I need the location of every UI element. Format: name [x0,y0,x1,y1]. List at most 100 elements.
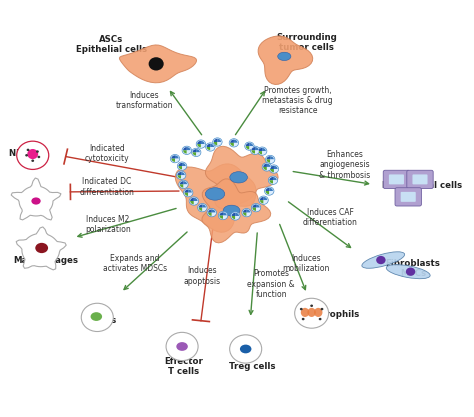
Circle shape [250,146,260,154]
Wedge shape [181,172,185,175]
Wedge shape [219,216,223,219]
Wedge shape [194,198,198,201]
Circle shape [300,308,303,310]
Wedge shape [269,191,273,194]
Wedge shape [249,143,253,146]
Wedge shape [269,188,273,191]
Polygon shape [205,146,278,208]
Wedge shape [266,156,270,159]
Text: MDSCs: MDSCs [83,316,116,325]
Wedge shape [260,200,264,203]
Text: Indicated DC
differentiation: Indicated DC differentiation [79,177,134,196]
Wedge shape [255,150,259,153]
Polygon shape [11,178,61,220]
Circle shape [170,154,180,163]
Wedge shape [199,204,202,208]
Wedge shape [223,216,227,219]
Wedge shape [188,193,192,196]
Circle shape [37,156,40,158]
FancyBboxPatch shape [395,188,421,206]
Text: Induces CAF
differentiation: Induces CAF differentiation [303,208,358,227]
Wedge shape [184,193,188,196]
Text: Fibroblasts
MSCs: Fibroblasts MSCs [385,259,440,279]
Wedge shape [263,167,267,170]
Wedge shape [183,184,187,188]
Wedge shape [251,147,255,150]
Circle shape [320,308,323,310]
Wedge shape [187,147,191,150]
Ellipse shape [27,149,38,159]
Wedge shape [202,204,206,208]
Text: Endothelial cells: Endothelial cells [383,181,463,190]
FancyBboxPatch shape [407,170,433,188]
Wedge shape [190,198,194,201]
Circle shape [207,208,217,217]
Text: Macrophages: Macrophages [13,256,78,265]
Wedge shape [184,189,188,193]
Wedge shape [269,177,273,180]
Wedge shape [183,147,187,150]
Circle shape [242,208,251,217]
Wedge shape [266,159,270,163]
Ellipse shape [314,308,322,317]
Ellipse shape [308,308,316,317]
Wedge shape [197,141,201,144]
Wedge shape [201,144,205,147]
Wedge shape [249,146,253,149]
Wedge shape [274,166,278,169]
Wedge shape [267,164,271,167]
Text: Surrounding
tumor cells: Surrounding tumor cells [276,33,337,52]
Circle shape [183,188,193,197]
Wedge shape [252,204,256,208]
Ellipse shape [386,265,430,279]
Wedge shape [178,166,182,169]
Wedge shape [208,209,212,213]
Ellipse shape [31,197,41,205]
Wedge shape [274,169,278,172]
Circle shape [295,298,328,328]
Polygon shape [258,36,313,85]
Wedge shape [273,177,277,180]
FancyBboxPatch shape [389,174,404,184]
Ellipse shape [91,312,102,321]
Wedge shape [252,208,256,211]
Wedge shape [232,216,235,219]
Circle shape [310,304,313,307]
Polygon shape [16,227,66,270]
Circle shape [206,143,215,151]
Wedge shape [223,212,227,216]
Wedge shape [201,141,205,144]
Circle shape [31,159,34,162]
Wedge shape [263,164,267,167]
Wedge shape [214,139,218,142]
FancyBboxPatch shape [401,192,416,202]
Wedge shape [182,163,186,166]
Wedge shape [194,201,198,204]
Wedge shape [178,163,182,166]
Wedge shape [214,142,218,145]
Wedge shape [269,180,273,183]
Wedge shape [251,150,255,153]
Wedge shape [234,140,237,143]
Wedge shape [264,197,267,200]
Wedge shape [197,144,201,147]
Circle shape [302,318,305,320]
Circle shape [81,303,113,332]
Wedge shape [258,148,262,151]
Wedge shape [260,197,264,200]
Wedge shape [182,166,186,169]
Circle shape [213,138,222,146]
Circle shape [182,146,191,154]
FancyBboxPatch shape [412,174,428,184]
Ellipse shape [362,252,405,268]
Wedge shape [243,213,246,216]
Wedge shape [234,143,237,146]
Wedge shape [232,213,235,216]
Text: Indicated
cytotoxicity: Indicated cytotoxicity [84,144,129,163]
Circle shape [229,139,238,147]
Circle shape [25,154,28,156]
Circle shape [196,140,206,148]
Wedge shape [235,216,239,219]
Wedge shape [267,167,271,170]
Circle shape [230,335,262,363]
